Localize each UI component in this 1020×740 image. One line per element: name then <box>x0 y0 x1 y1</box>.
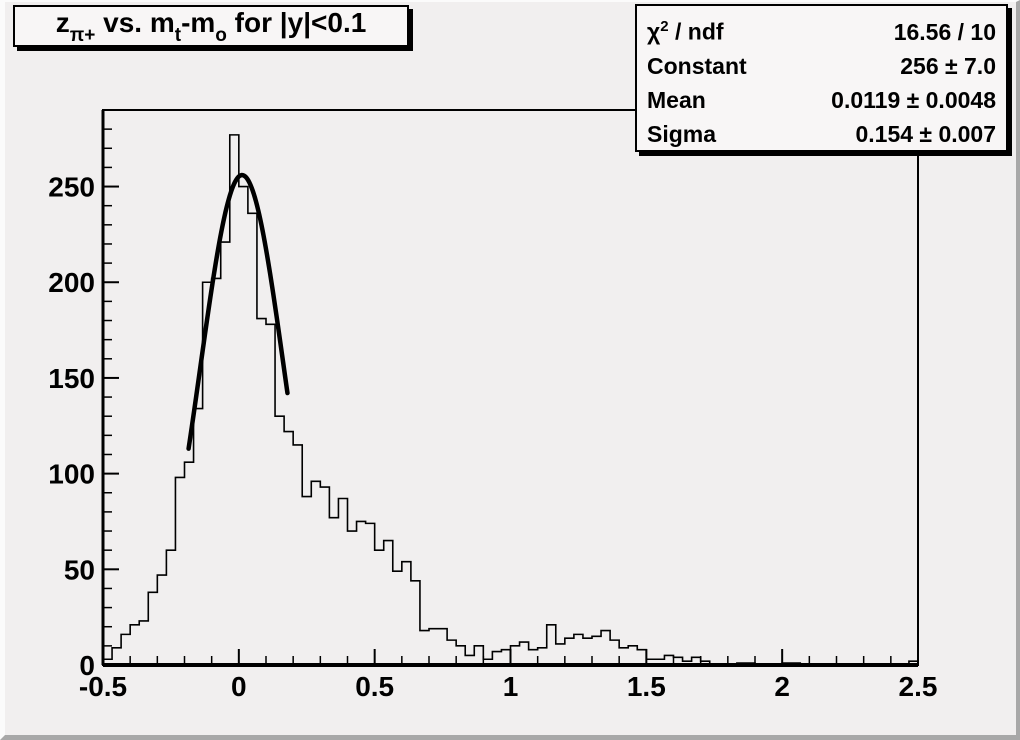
stats-label: Mean <box>647 86 706 113</box>
x-tick-label: 2 <box>774 671 790 702</box>
stats-box: χ2 / ndf 16.56 / 10 Constant 256 ± 7.0 Mean 0… <box>635 4 1008 152</box>
gaussian-fit-curve <box>186 172 290 451</box>
title-box: zπ+ vs. mt-mo for |y|<0.1 <box>13 5 409 47</box>
stats-row: Sigma 0.154 ± 0.007 <box>647 117 996 151</box>
y-tick-label: 150 <box>48 363 95 394</box>
plot-title: zπ+ vs. mt-mo for |y|<0.1 <box>55 7 367 46</box>
title-segment: vs. m <box>95 7 175 39</box>
title-segment: o <box>215 24 227 46</box>
stats-row: χ2 / ndf 16.56 / 10 <box>647 10 996 49</box>
title-segment: for |y|<0.1 <box>226 7 367 39</box>
title-segment: t <box>174 24 182 46</box>
x-tick-label: 0 <box>231 671 247 702</box>
plot-frame <box>102 109 919 666</box>
y-tick-label: 250 <box>48 172 95 203</box>
stats-value: 0.0119 ± 0.0048 <box>831 86 996 113</box>
y-tick-label: 200 <box>48 267 95 298</box>
y-tick-label: 50 <box>64 554 95 585</box>
stats-value: 256 ± 7.0 <box>900 52 996 79</box>
x-tick-label: 0.5 <box>355 671 394 702</box>
title-segment: π+ <box>69 24 96 46</box>
title-segment: -m <box>181 7 216 39</box>
stats-label: Sigma <box>647 120 717 147</box>
x-tick-label: 2.5 <box>899 671 938 702</box>
title-segment: z <box>55 7 70 39</box>
stats-label: Constant <box>647 52 747 79</box>
y-tick-label: 100 <box>48 459 95 490</box>
stats-row: Mean 0.0119 ± 0.0048 <box>647 83 996 117</box>
x-tick-label: 1.5 <box>627 671 666 702</box>
y-tick-label: 0 <box>79 650 95 681</box>
stats-value: 0.154 ± 0.007 <box>855 120 996 147</box>
x-tick-label: -0.5 <box>79 671 127 702</box>
stats-value: 16.56 / 10 <box>893 18 996 45</box>
stats-label: χ2 / ndf <box>647 18 724 45</box>
stats-row: Constant 256 ± 7.0 <box>647 49 996 83</box>
x-tick-label: 1 <box>503 671 519 702</box>
